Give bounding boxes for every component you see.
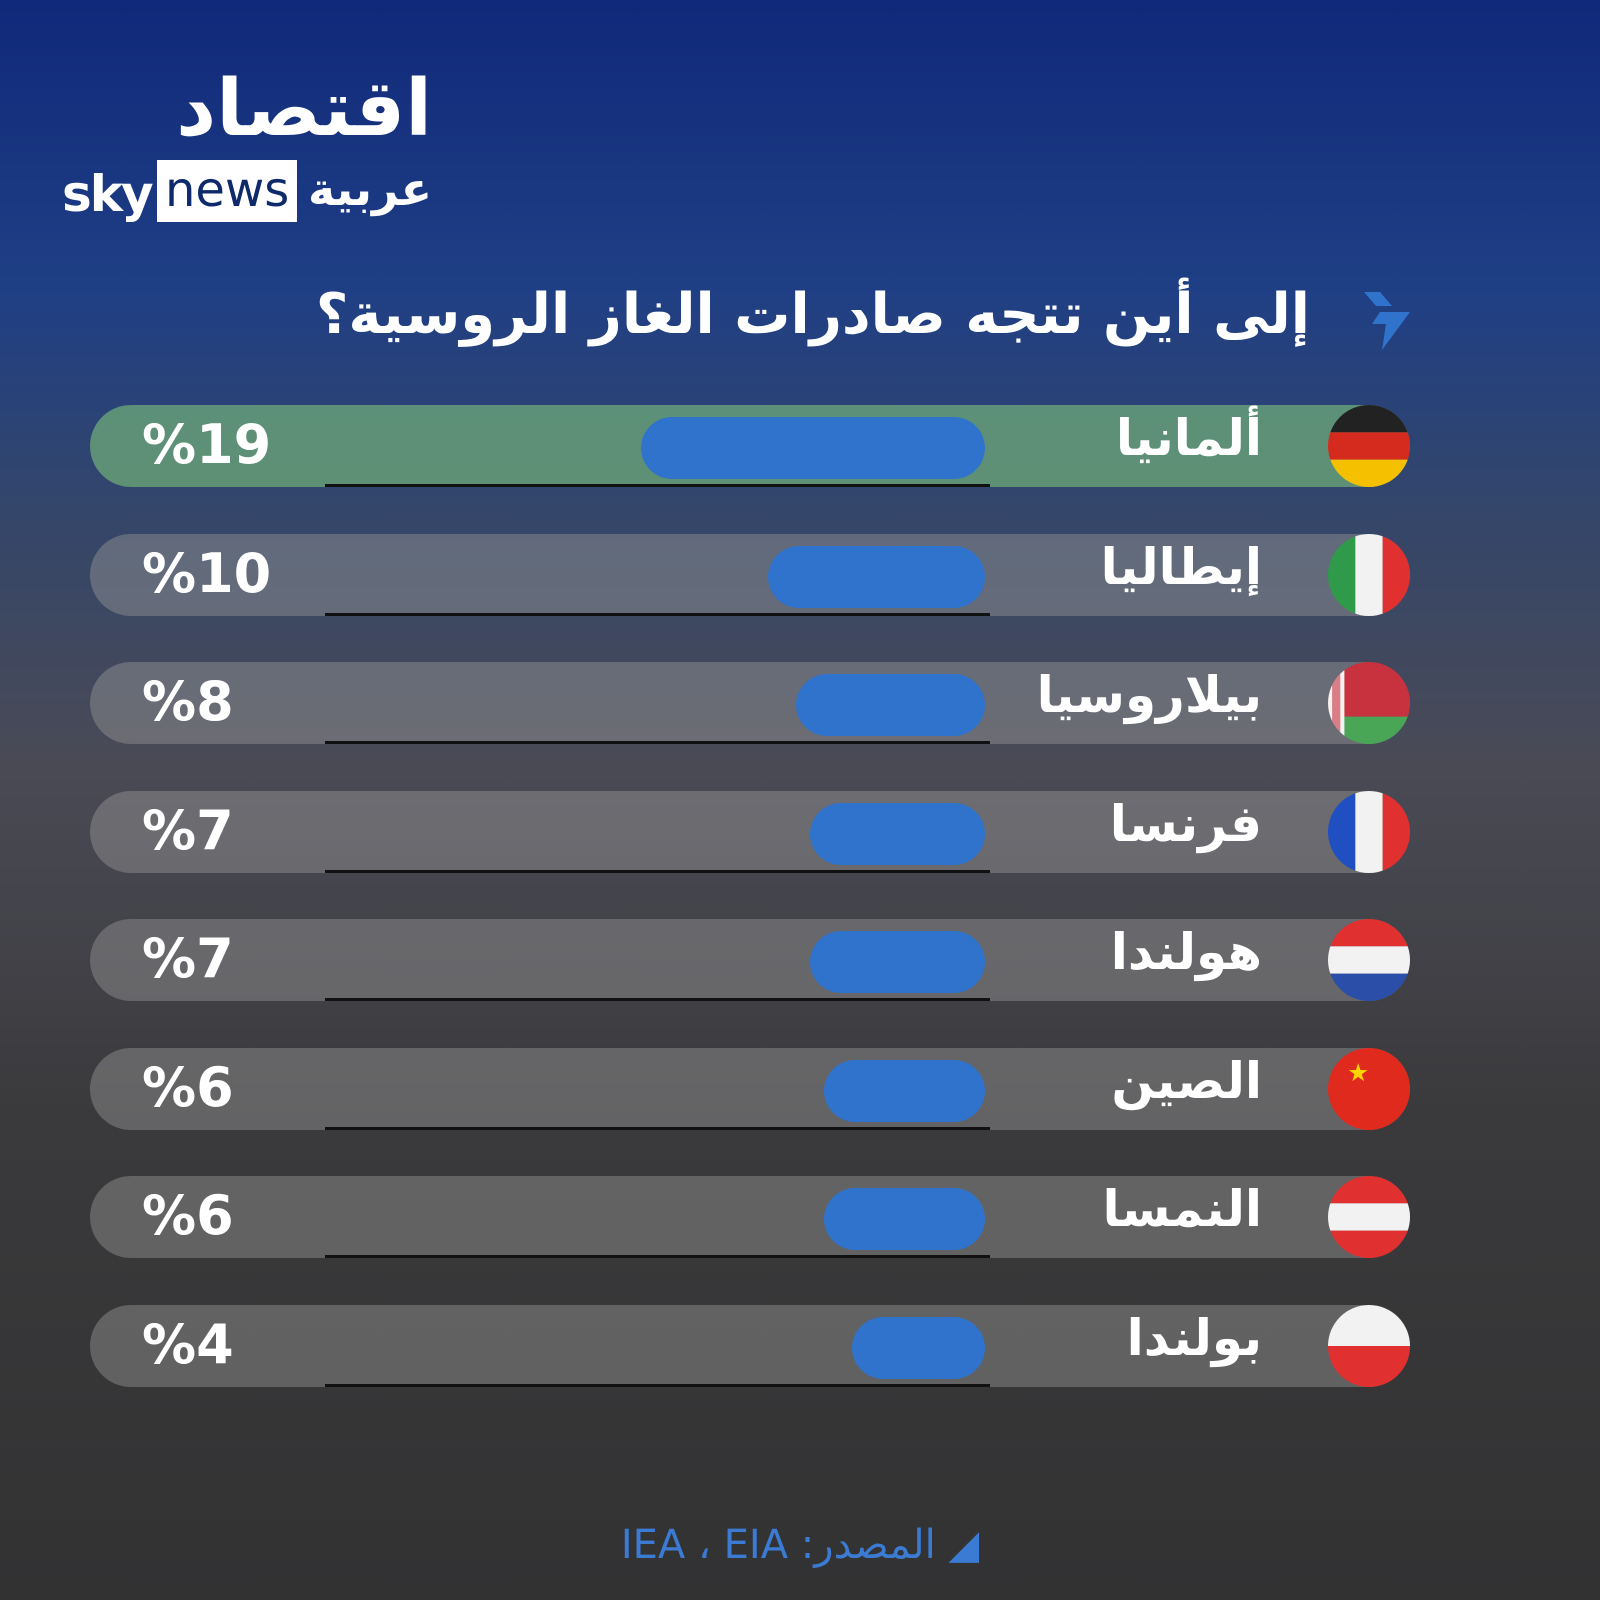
germany-flag-icon bbox=[1328, 405, 1410, 487]
baseline bbox=[325, 998, 990, 1001]
category-label: النمسا bbox=[1102, 1180, 1263, 1238]
value-label: %19 bbox=[142, 413, 272, 476]
baseline bbox=[325, 1255, 990, 1258]
value-label: %7 bbox=[142, 798, 234, 862]
category-label: هولندا bbox=[1110, 923, 1262, 981]
value-label: %8 bbox=[142, 670, 234, 733]
bar-row: %4 بولندا bbox=[90, 1304, 1410, 1387]
netherlands-flag-icon bbox=[1328, 919, 1410, 1001]
bar-row: %7 هولندا bbox=[90, 919, 1410, 1001]
value-label: %6 bbox=[142, 1184, 234, 1247]
logo-news: news bbox=[157, 160, 298, 222]
baseline bbox=[325, 869, 990, 873]
bar-row: %7 فرنسا bbox=[90, 790, 1410, 873]
category-label: بيلاروسيا bbox=[1036, 666, 1262, 724]
baseline bbox=[325, 484, 990, 487]
france-flag-icon bbox=[1328, 790, 1410, 873]
bar bbox=[852, 1316, 985, 1379]
bar bbox=[795, 674, 985, 736]
bar-row: %8 بيلاروسيا bbox=[90, 662, 1410, 744]
bar bbox=[767, 545, 985, 608]
lightning-icon bbox=[1364, 292, 1410, 350]
category-label: فرنسا bbox=[1109, 794, 1262, 853]
source-text: ◢ المصدر: IEA ، EIA bbox=[620, 1522, 980, 1568]
bar-row: %19 ألمانيا bbox=[90, 405, 1410, 487]
poland-flag-icon bbox=[1328, 1304, 1410, 1387]
bar bbox=[810, 931, 985, 993]
value-label: %4 bbox=[142, 1312, 234, 1376]
svg-text:★: ★ bbox=[1347, 1057, 1369, 1086]
china-flag-icon: ★ bbox=[1328, 1047, 1410, 1130]
category-label: بولندا bbox=[1126, 1308, 1262, 1367]
value-label: %10 bbox=[142, 541, 272, 605]
bar-row: %6 الصين ★ bbox=[90, 1047, 1410, 1130]
italy-flag-icon bbox=[1328, 533, 1410, 616]
value-label: %7 bbox=[142, 927, 234, 990]
austria-flag-icon bbox=[1328, 1176, 1410, 1258]
bar bbox=[640, 417, 985, 479]
bar-row: %6 النمسا bbox=[90, 1176, 1410, 1258]
sky-news-arabia-economy-logo: اقتصاد sky news عربية bbox=[62, 70, 432, 230]
bar-row: %10 إيطاليا bbox=[90, 533, 1410, 616]
baseline bbox=[325, 741, 990, 744]
value-label: %6 bbox=[142, 1055, 234, 1119]
chart-title: إلى أين تتجه صادرات الغاز الروسية؟ bbox=[315, 282, 1310, 347]
bar bbox=[810, 802, 985, 865]
logo-arabiya: عربية bbox=[308, 162, 432, 216]
category-label: ألمانيا bbox=[1115, 409, 1262, 467]
baseline bbox=[325, 1126, 990, 1130]
category-label: إيطاليا bbox=[1100, 537, 1262, 596]
bar bbox=[824, 1059, 985, 1122]
bar bbox=[824, 1188, 985, 1250]
baseline bbox=[325, 1383, 990, 1387]
logo-sky: sky bbox=[62, 165, 154, 223]
logo-arabic: اقتصاد bbox=[176, 64, 432, 154]
belarus-flag-icon bbox=[1328, 662, 1410, 744]
category-label: الصين bbox=[1111, 1051, 1262, 1110]
baseline bbox=[325, 612, 990, 616]
